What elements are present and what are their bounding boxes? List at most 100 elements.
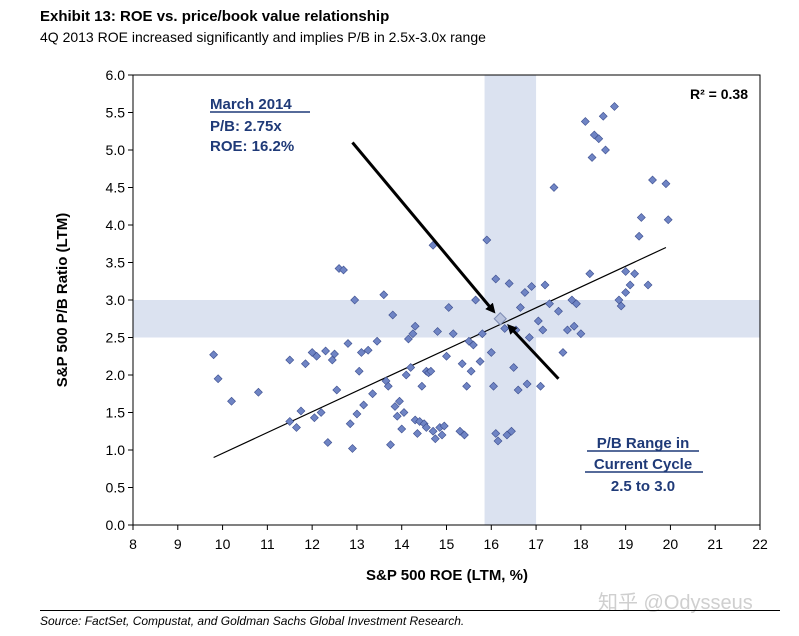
data-point — [404, 334, 413, 344]
data-point — [515, 303, 525, 312]
data-point — [513, 385, 523, 395]
x-tick-label: 18 — [573, 536, 589, 552]
data-point — [462, 381, 472, 391]
march-2014-heading: March 2014 — [210, 96, 292, 113]
data-point — [410, 321, 420, 331]
data-point — [554, 306, 563, 316]
data-point — [448, 329, 458, 339]
data-point — [388, 310, 398, 320]
y-tick-label: 0.5 — [106, 480, 126, 496]
x-tick-label: 20 — [663, 536, 679, 552]
data-point — [549, 183, 559, 192]
data-point — [489, 381, 498, 391]
data-point — [350, 295, 360, 305]
data-point — [348, 444, 357, 453]
data-point — [576, 329, 586, 339]
data-point — [571, 299, 581, 309]
data-point — [399, 408, 409, 417]
data-point — [589, 130, 599, 140]
chart-subtitle: 4Q 2013 ROE increased significantly and … — [40, 29, 486, 45]
chart-title: Exhibit 13: ROE vs. price/book value rel… — [40, 8, 390, 25]
march-2014-pb: P/B: 2.75x — [210, 118, 282, 135]
data-point — [430, 434, 440, 444]
data-point — [520, 288, 530, 297]
annotation-arrow — [351, 141, 496, 314]
data-point — [426, 366, 436, 376]
y-tick-label: 4.0 — [106, 217, 126, 233]
data-point — [585, 269, 595, 279]
data-point — [428, 426, 438, 436]
data-point — [459, 430, 469, 440]
data-point — [437, 430, 447, 440]
data-point — [457, 359, 467, 369]
data-point — [213, 374, 223, 384]
data-point — [466, 366, 476, 376]
data-point — [227, 396, 236, 406]
data-point — [621, 267, 631, 276]
data-point — [285, 417, 295, 426]
data-point — [439, 421, 449, 431]
data-point — [421, 423, 431, 432]
data-point — [359, 400, 369, 410]
data-point — [307, 348, 317, 357]
data-point — [538, 325, 548, 335]
data-point — [406, 363, 416, 372]
pb-range-line2: Current Cycle — [594, 456, 692, 473]
y-tick-label: 0.0 — [106, 517, 126, 533]
data-point — [598, 111, 608, 121]
data-point — [587, 153, 597, 162]
data-point — [527, 282, 537, 291]
data-point — [507, 426, 516, 436]
data-point — [493, 436, 503, 446]
data-point — [482, 235, 492, 245]
data-point — [634, 231, 644, 241]
data-point — [468, 340, 478, 350]
data-point — [343, 339, 353, 348]
data-point — [471, 295, 481, 305]
data-point — [621, 288, 631, 297]
data-point — [397, 424, 407, 434]
y-axis-label: S&P 500 P/B Ratio (LTM) — [54, 213, 71, 387]
y-tick-label: 5.0 — [106, 142, 126, 158]
data-point — [354, 366, 364, 376]
data-point — [533, 316, 543, 326]
data-point — [253, 387, 263, 397]
x-tick-label: 17 — [528, 536, 544, 552]
data-point — [363, 345, 373, 355]
source-note: Source: FactSet, Compustat, and Goldman … — [40, 614, 465, 628]
y-tick-label: 2.5 — [106, 330, 126, 346]
x-tick-label: 8 — [129, 536, 137, 552]
data-point — [616, 301, 626, 311]
annotation-arrow — [507, 324, 560, 380]
data-point — [345, 419, 355, 429]
data-point — [209, 350, 219, 360]
data-point — [368, 389, 378, 399]
x-tick-label: 13 — [349, 536, 365, 552]
data-point — [661, 179, 671, 189]
data-point — [392, 411, 402, 421]
data-point — [309, 413, 319, 423]
watermark: 知乎 @Odysseus — [598, 592, 753, 614]
data-point — [648, 175, 657, 185]
data-point — [580, 117, 590, 126]
data-point — [401, 370, 411, 380]
data-point — [630, 269, 640, 279]
data-point — [417, 381, 427, 391]
y-tick-label: 1.5 — [106, 405, 126, 421]
scatter-chart: 8 9 10 11 12 13 14 15 16 17 18 19 20 21 22 0.0 0.5 1.0 1.5… — [54, 67, 768, 584]
data-point — [339, 265, 348, 275]
data-point — [475, 357, 485, 366]
data-point — [504, 279, 514, 288]
data-point — [321, 346, 331, 356]
march-2014-point — [493, 312, 507, 326]
data-point — [663, 215, 673, 225]
march-2014-roe: ROE: 16.2% — [210, 138, 294, 155]
data-point — [312, 351, 322, 361]
y-tick-label: 4.5 — [106, 180, 126, 196]
data-point — [415, 417, 425, 426]
x-tick-label: 15 — [439, 536, 455, 552]
data-point — [444, 303, 454, 312]
data-point — [408, 329, 418, 339]
data-point — [491, 429, 501, 438]
data-point — [509, 363, 519, 372]
